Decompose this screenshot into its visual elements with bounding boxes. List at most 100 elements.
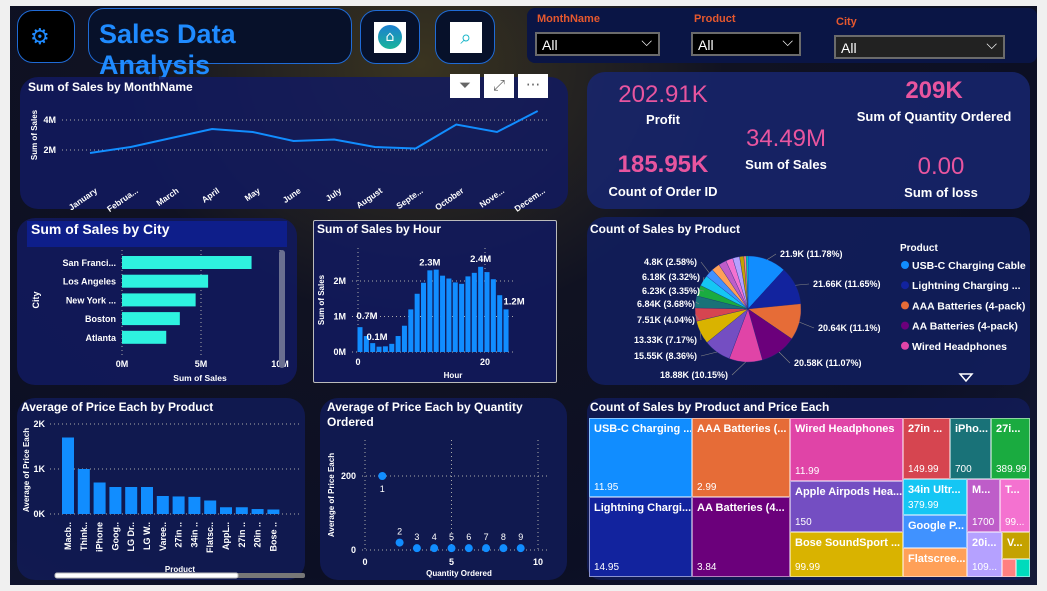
hour-bar [471, 272, 477, 352]
x-tick-label: Septe... [394, 185, 425, 211]
hour-bar [503, 309, 509, 352]
treemap-cell-price: 2.99 [697, 482, 717, 493]
kpi-loss-label: Sum of loss [904, 185, 978, 200]
treemap-cell[interactable]: AA Batteries (4... 3.84 [692, 497, 790, 577]
page-title: Sales Data Analysis [99, 19, 236, 80]
scatter-point [395, 538, 404, 547]
filter-icon[interactable]: ⏷ [450, 74, 480, 98]
line-chart-card[interactable] [20, 77, 568, 209]
data-label: 1.2M [503, 296, 524, 307]
city-bar [122, 274, 209, 288]
slicer-product-dropdown[interactable]: All ⌵ [691, 32, 801, 56]
hour-bar-chart: 0M 1M 2M 0 20 0.7M 0.1M 2.3M 2.4M 1.2M Hour Sum of … [317, 248, 525, 380]
pie-chart-title: Count of Sales by Product [590, 222, 740, 236]
more-options-icon[interactable]: ··· [518, 74, 548, 98]
legend-dot [901, 281, 909, 290]
slicer-product-label: Product [694, 13, 736, 25]
treemap-cell[interactable] [1002, 559, 1016, 577]
city-bar [122, 330, 167, 344]
title-box: Sales Data Analysis [88, 8, 352, 80]
treemap-cell[interactable]: Google P... [903, 515, 967, 548]
hour-bar [376, 346, 382, 352]
home-icon: ⌂ [374, 22, 406, 53]
y-tick-label: 0M [333, 347, 346, 357]
hour-bar [484, 272, 490, 352]
treemap-cell[interactable] [1016, 559, 1030, 577]
legend-item: Wired Headphones [912, 341, 1007, 353]
analytics-button[interactable]: ⌕ [435, 10, 495, 64]
slicer-city-dropdown[interactable]: All ⌵ [834, 35, 1005, 59]
treemap-cell[interactable]: Wired Headphones 11.99 [790, 418, 903, 481]
hour-bar [440, 275, 446, 352]
x-tick-label: Nove... [478, 185, 507, 209]
point-label: 3 [414, 532, 419, 542]
leader-line [702, 276, 705, 281]
kpi-profit-label: Profit [646, 112, 680, 127]
hour-bar [427, 270, 433, 352]
treemap-cell[interactable]: V... [1002, 532, 1030, 559]
slice-data-label: 21.9K (11.78%) [780, 249, 843, 259]
avg-price-bar-chart: 0K 1K 2K Macb.. Think.. iPhone Goog.. LG Dr.. LG… [22, 419, 300, 574]
leader-line [695, 301, 700, 305]
treemap-cell[interactable]: 27i... 389.99 [991, 418, 1030, 479]
pie-chart-card[interactable] [587, 217, 1030, 385]
treemap-cell[interactable]: 34in Ultr... 379.99 [903, 479, 967, 515]
treemap-cell[interactable]: M... 1700 [967, 479, 1000, 532]
treemap-cell[interactable]: 20i... 109... [967, 532, 1002, 577]
legend-scroll-down-icon[interactable] [958, 373, 974, 383]
treemap-cell[interactable]: Bose SoundSport ... 99.99 [790, 532, 903, 577]
leader-line [778, 351, 791, 364]
slice-data-label: 18.88K (10.15%) [660, 370, 728, 380]
kpi-profit-value: 202.91K [618, 81, 708, 108]
product-bar [62, 437, 74, 514]
x-tick-label: 27in .. [237, 522, 247, 548]
treemap-cell[interactable]: 27in ... 149.99 [903, 418, 950, 479]
scatter-card[interactable] [320, 398, 567, 580]
point-label: 4 [432, 532, 437, 542]
home-button[interactable]: ⌂ [360, 10, 420, 64]
legend-item: Lightning Charging ... [912, 280, 1021, 292]
treemap-cell[interactable]: T... 99... [1000, 479, 1030, 532]
x-tick-label: 5 [449, 557, 454, 567]
product-scrollbar-thumb[interactable] [54, 572, 239, 579]
x-tick-label: March [154, 185, 180, 208]
treemap-cell-name: USB-C Charging ... [594, 423, 692, 435]
y-axis-title: Average of Price Each [327, 453, 336, 537]
focus-mode-icon[interactable]: ⤢ [484, 74, 514, 98]
hour-bar [357, 327, 363, 352]
treemap-cell[interactable]: Lightning Chargi... 14.95 [589, 497, 692, 577]
y-tick-label: 0K [33, 509, 45, 519]
x-tick-label: 0M [116, 359, 129, 369]
treemap-cell-price: 11.95 [594, 482, 619, 493]
treemap-cell-name: AAA Batteries (... [697, 423, 787, 435]
gear-logo-icon: ⚙ [30, 25, 50, 50]
treemap-cell[interactable]: Flatscree... [903, 548, 967, 577]
treemap-cell[interactable]: AAA Batteries (... 2.99 [692, 418, 790, 497]
product-bar [141, 487, 153, 514]
hour-bar [478, 266, 484, 352]
analytics-search-icon: ⌕ [450, 22, 482, 53]
x-axis-title: Hour [444, 371, 463, 380]
treemap-cell-price: 3.84 [697, 562, 717, 573]
kpi-orders-label: Count of Order ID [608, 184, 718, 199]
slice-data-label: 21.66K (11.65%) [813, 279, 881, 289]
product-bar [125, 487, 138, 514]
kpi-quantity-label: Sum of Quantity Ordered [856, 109, 1012, 124]
city-label: Atlanta [85, 333, 116, 343]
leader-line [695, 314, 700, 321]
slice-data-label: 6.18K (3.32%) [642, 272, 700, 282]
product-bar [156, 496, 169, 514]
slice-data-label: 6.84K (3.68%) [637, 299, 695, 309]
legend-item: AAA Batteries (4-pack) [912, 300, 1025, 312]
product-bar [93, 482, 106, 514]
x-tick-label: AppL.. [221, 522, 231, 550]
treemap-cell[interactable]: iPho... 700 [950, 418, 991, 479]
slicer-month-dropdown[interactable]: All ⌵ [535, 32, 660, 56]
city-scrollbar[interactable] [279, 250, 285, 368]
scatter-point [482, 544, 491, 553]
slicer-city-label: City [836, 16, 857, 28]
x-tick-label: 20in .. [253, 522, 263, 548]
product-bar [204, 500, 217, 514]
treemap-cell[interactable]: Apple Airpods Hea... 150 [790, 481, 903, 532]
treemap-cell[interactable]: USB-C Charging ... 11.95 [589, 418, 692, 497]
